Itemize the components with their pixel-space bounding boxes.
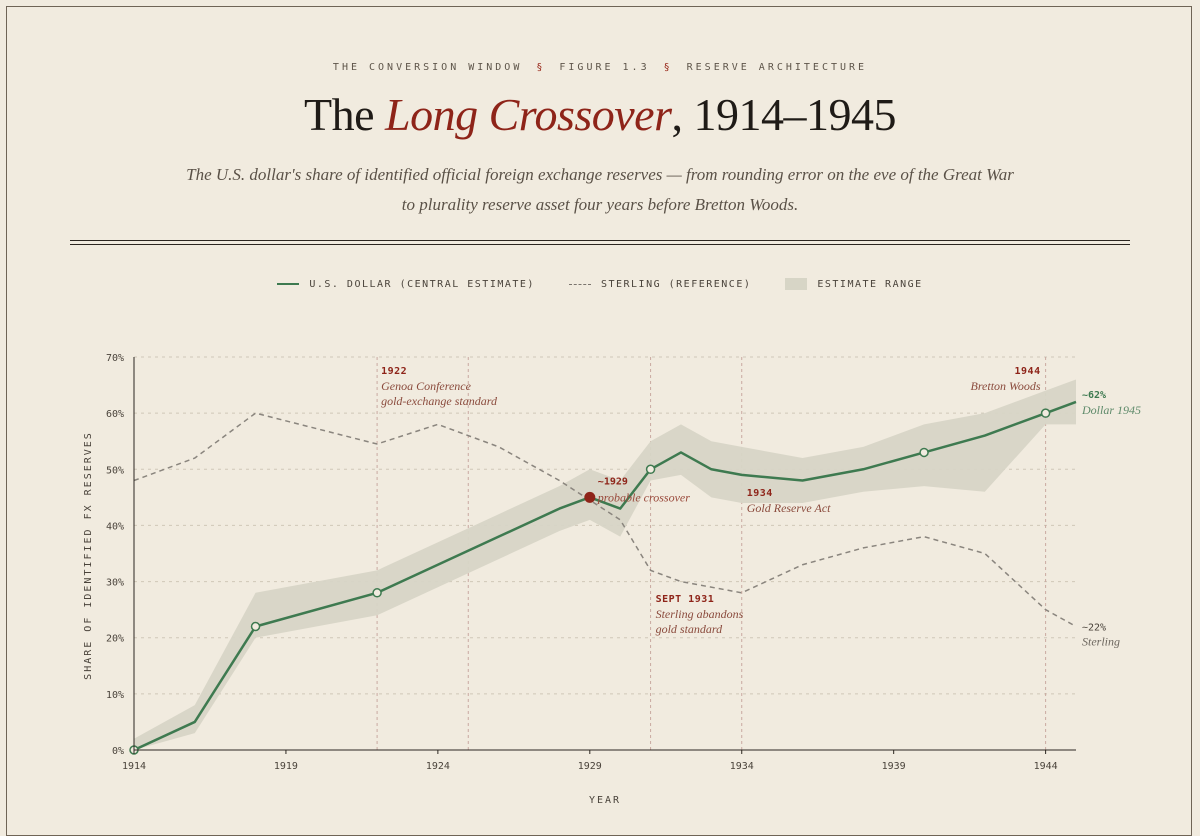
event-text: gold-exchange standard (381, 394, 498, 408)
title-rule-bottom (70, 244, 1130, 245)
legend-label-dollar: U.S. DOLLAR (CENTRAL ESTIMATE) (309, 278, 535, 290)
dollar-end-label: ~62% (1082, 390, 1106, 401)
dollar-point-marker (1040, 408, 1051, 418)
dollar-point-marker (250, 621, 261, 632)
title-emphasis: Long Crossover (385, 89, 672, 140)
crossover-label: ~1929 (598, 476, 628, 487)
chart-subtitle: The U.S. dollar's share of identified of… (186, 165, 1014, 214)
estimate-range-band (134, 379, 1076, 750)
kicker-right: RESERVE ARCHITECTURE (686, 62, 868, 73)
y-axis-title: SHARE OF IDENTIFIED FX RESERVES (83, 431, 94, 680)
title-rule-top (70, 240, 1130, 241)
sterling-series-line (133, 412, 1077, 628)
dollar-point-marker (372, 588, 382, 598)
x-tick-label: 1944 (1034, 761, 1058, 772)
y-tick-label: 30% (106, 578, 124, 589)
legend-swatch-sterling (568, 283, 591, 285)
crossover-text: probable crossover (597, 490, 690, 504)
title-post: , 1914–1945 (671, 89, 897, 140)
dollar-series-line (133, 400, 1077, 752)
x-axis-title: YEAR (589, 795, 621, 806)
event-text: Bretton Woods (970, 379, 1040, 393)
event-label: 1944 (1015, 366, 1041, 377)
y-tick-label: 20% (106, 634, 124, 645)
x-tick-label: 1934 (730, 761, 754, 772)
event-text: Gold Reserve Act (747, 501, 831, 515)
x-tick-label: 1914 (122, 761, 146, 772)
y-tick-label: 0% (112, 746, 124, 757)
event-text: gold standard (656, 622, 724, 636)
dollar-point-marker (645, 464, 656, 475)
x-tick-label: 1919 (274, 761, 298, 772)
kicker-separator: § (536, 62, 546, 73)
legend-label-sterling: STERLING (REFERENCE) (600, 278, 752, 290)
legend-swatch-dollar (277, 283, 300, 285)
y-tick-label: 50% (106, 465, 124, 476)
legend-item-dollar: U.S. DOLLAR (CENTRAL ESTIMATE) (277, 278, 535, 290)
kicker-left: THE CONVERSION WINDOW (332, 62, 523, 73)
chart-title: The Long Crossover, 1914–1945 (0, 88, 1200, 141)
kicker-separator: § (663, 62, 673, 73)
legend-item-range: ESTIMATE RANGE (785, 278, 922, 290)
crossover-marker (584, 491, 596, 503)
event-text: Genoa Conference (381, 379, 472, 393)
event-label: 1934 (747, 488, 773, 499)
legend-label-range: ESTIMATE RANGE (817, 278, 923, 290)
dollar-end-sublabel: Dollar 1945 (1081, 403, 1141, 417)
y-tick-label: 70% (106, 353, 124, 364)
x-tick-label: 1929 (578, 761, 602, 772)
sterling-end-label: ~22% (1082, 622, 1106, 633)
event-label: 1922 (381, 366, 407, 377)
dollar-point-marker (919, 447, 929, 458)
x-tick-label: 1924 (426, 761, 450, 772)
figure-kicker: THE CONVERSION WINDOW § FIGURE 1.3 § RESERVE… (0, 62, 1200, 73)
chart-legend: U.S. DOLLAR (CENTRAL ESTIMATE) STERLING … (0, 278, 1200, 290)
title-pre: The (303, 89, 385, 140)
x-tick-label: 1939 (882, 761, 906, 772)
kicker-mid: FIGURE 1.3 (559, 62, 650, 73)
legend-swatch-range (785, 278, 808, 290)
y-tick-label: 10% (106, 690, 124, 701)
legend-item-sterling: STERLING (REFERENCE) (568, 278, 752, 290)
event-text: Sterling abandons (656, 607, 744, 621)
event-label: SEPT 1931 (656, 594, 715, 605)
y-tick-label: 60% (106, 409, 124, 420)
sterling-end-sublabel: Sterling (1082, 634, 1120, 648)
y-tick-label: 40% (106, 521, 124, 532)
